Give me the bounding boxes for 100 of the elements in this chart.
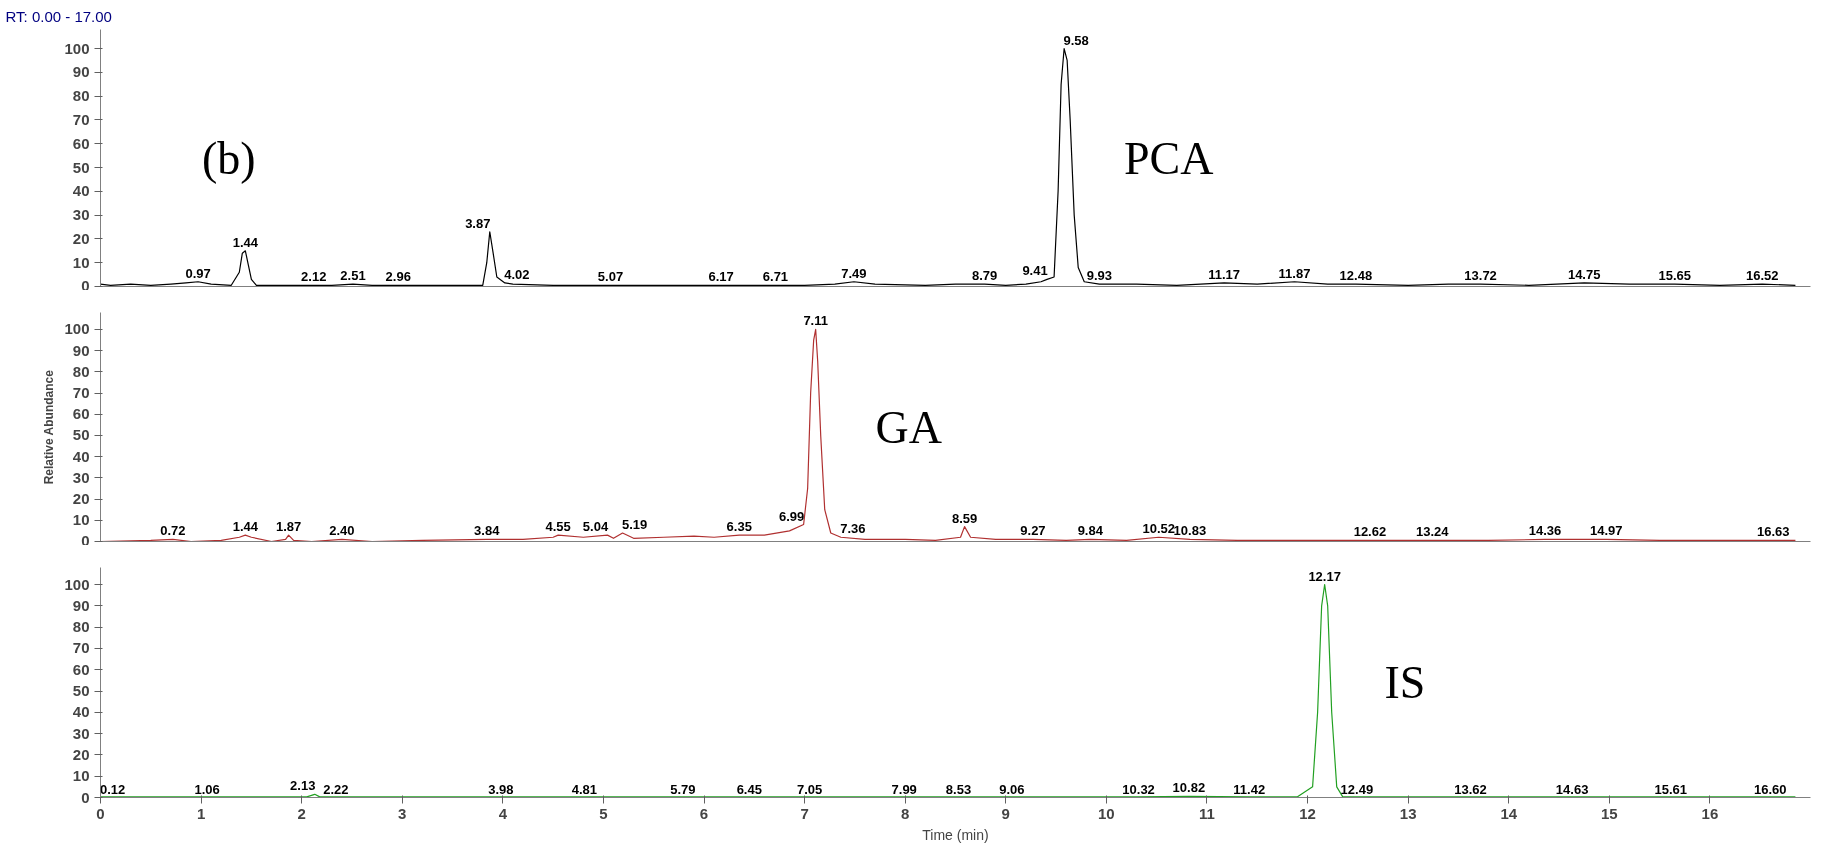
y-tick-label: 60 xyxy=(72,134,90,152)
annotation: 9.27 xyxy=(1020,523,1046,539)
y-tick-label: 80 xyxy=(72,618,90,636)
y-tick-label: 10 xyxy=(72,511,90,529)
y-tick-label: 50 xyxy=(72,682,90,700)
x-tick-label: 15 xyxy=(1600,804,1618,822)
annotation: 15.61 xyxy=(1654,781,1687,797)
annotation: 13.62 xyxy=(1454,781,1487,797)
annotation: 9.93 xyxy=(1086,268,1112,284)
annotation: 5.79 xyxy=(670,781,696,797)
annotation: 16.63 xyxy=(1757,524,1790,540)
chart-title: RT: 0.00 - 17.00 xyxy=(5,7,112,25)
annotation: 5.19 xyxy=(621,517,648,533)
y-tick-label: 50 xyxy=(72,426,90,444)
annotation: 0.97 xyxy=(185,265,211,281)
annotation: 1.44 xyxy=(232,519,259,535)
annotation: 9.84 xyxy=(1077,523,1104,539)
annotation: 4.81 xyxy=(571,781,597,797)
line-series xyxy=(100,583,1797,798)
y-tick-label: 70 xyxy=(72,110,90,128)
annotation: 2.51 xyxy=(340,268,366,284)
annotation: 11.87 xyxy=(1278,265,1311,281)
x-tick-label: 16 xyxy=(1701,804,1719,822)
x-tick-label: 12 xyxy=(1299,804,1316,822)
annotation: 5.04 xyxy=(582,519,609,535)
annotation: 10.83 xyxy=(1173,523,1207,539)
annotation: 0.12 xyxy=(99,781,126,797)
x-tick-label: 14 xyxy=(1500,804,1518,822)
x-tick-label: 13 xyxy=(1399,804,1417,822)
annotation: 3.84 xyxy=(474,523,501,539)
annotation: 14.75 xyxy=(1567,266,1601,282)
annotation: 8.79 xyxy=(972,268,998,284)
x-tick-label: 3 xyxy=(398,804,407,822)
annotation: 2.96 xyxy=(385,269,411,285)
x-tick-label: 9 xyxy=(1001,804,1010,822)
y-tick-label: 40 xyxy=(72,447,90,465)
x-tick-label: 4 xyxy=(498,804,508,822)
annotation: 2.13 xyxy=(290,778,316,794)
x-tick-label: 8 xyxy=(901,804,910,822)
annotation: 7.05 xyxy=(797,781,823,797)
annotation: 8.53 xyxy=(945,781,972,797)
annotation: 4.55 xyxy=(545,519,571,535)
annotation: 0.72 xyxy=(160,523,186,539)
y-tick-label: 20 xyxy=(72,229,90,247)
annotation: 6.71 xyxy=(762,269,789,285)
x-tick-label: 5 xyxy=(599,804,608,822)
annotation: 9.06 xyxy=(999,781,1025,797)
x-axis-title: Time (min) xyxy=(922,826,989,843)
y-tick-label: 20 xyxy=(72,490,90,508)
y-tick-label: 50 xyxy=(72,158,90,176)
annotation: 8.59 xyxy=(951,510,978,526)
annotation: IS xyxy=(1384,657,1426,708)
y-tick-label: 90 xyxy=(72,596,90,614)
y-tick-label: 30 xyxy=(72,206,90,224)
y-tick-label: 80 xyxy=(72,87,90,105)
annotation: 13.72 xyxy=(1464,268,1497,284)
y-tick-label: 0 xyxy=(81,531,90,549)
x-tick-label: 1 xyxy=(196,804,206,822)
annotation: 3.87 xyxy=(465,215,491,231)
annotation: 6.17 xyxy=(708,269,734,285)
annotation: PCA xyxy=(1123,132,1214,184)
y-tick-label: 30 xyxy=(72,724,90,742)
y-tick-label: 10 xyxy=(72,253,90,271)
y-tick-label: 0 xyxy=(81,276,90,294)
annotation: 11.42 xyxy=(1233,781,1266,797)
y-tick-label: 70 xyxy=(72,639,90,657)
y-tick-label: 90 xyxy=(72,63,90,81)
annotation: 16.60 xyxy=(1754,781,1787,797)
y-tick-label: 100 xyxy=(64,320,90,338)
annotation: 2.22 xyxy=(323,781,349,797)
annotation: 11.17 xyxy=(1208,266,1240,282)
annotation: 1.44 xyxy=(232,234,259,250)
annotation: 10.32 xyxy=(1122,781,1155,797)
annotation: 2.12 xyxy=(301,269,327,285)
annotation: 16.52 xyxy=(1745,268,1779,284)
y-tick-label: 60 xyxy=(72,660,90,678)
annotation: 12.49 xyxy=(1340,781,1374,797)
annotation: 14.97 xyxy=(1590,523,1623,539)
annotation: 6.99 xyxy=(778,508,805,524)
annotation: 12.17 xyxy=(1308,568,1341,584)
x-tick-label: 0 xyxy=(96,804,105,822)
annotation: 14.63 xyxy=(1555,781,1589,797)
y-tick-label: 30 xyxy=(72,468,90,486)
x-tick-label: 2 xyxy=(297,804,306,822)
annotation: 4.02 xyxy=(504,266,530,282)
y-tick-label: 10 xyxy=(72,767,90,785)
annotation: 6.45 xyxy=(736,781,762,797)
annotation: GA xyxy=(875,401,942,453)
y-tick-label: 60 xyxy=(72,405,90,423)
annotation: 10.82 xyxy=(1172,780,1206,796)
x-tick-label: 10 xyxy=(1098,804,1115,822)
y-tick-label: 100 xyxy=(64,575,90,593)
x-tick-label: 6 xyxy=(699,804,709,822)
annotation: 9.41 xyxy=(1022,263,1048,279)
annotation: 7.36 xyxy=(840,521,866,537)
annotation: 9.58 xyxy=(1063,32,1089,48)
x-tick-label: 11 xyxy=(1199,804,1215,822)
line-series xyxy=(100,47,1797,286)
annotation: (b) xyxy=(201,132,256,184)
y-tick-label: 20 xyxy=(72,745,90,763)
